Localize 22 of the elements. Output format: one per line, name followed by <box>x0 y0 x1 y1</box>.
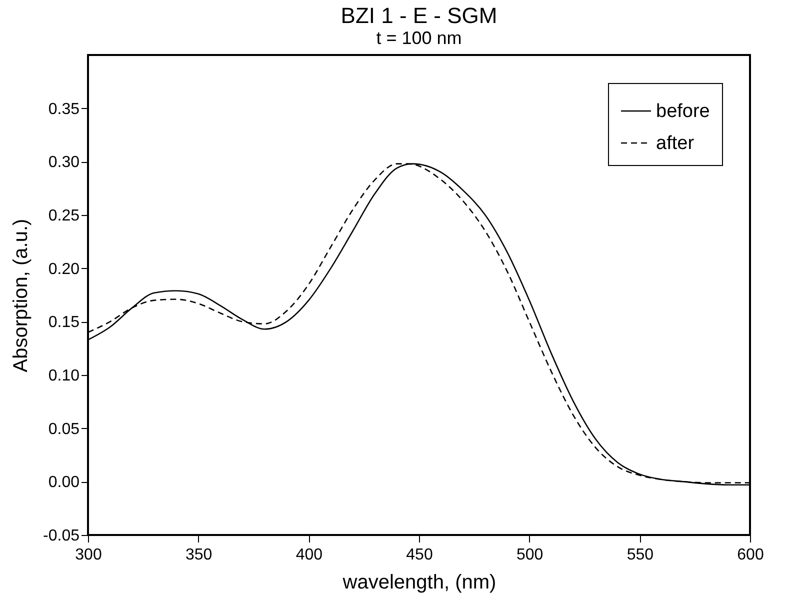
legend-label: after <box>656 133 695 154</box>
x-tick-label: 500 <box>516 546 544 564</box>
y-tick-label: 0.15 <box>48 314 80 332</box>
y-tick-label: 0.30 <box>48 154 80 172</box>
y-tick-label: 0.10 <box>48 368 80 384</box>
y-tick-label: 0.20 <box>48 260 80 278</box>
y-tick-label: 0.05 <box>48 420 80 438</box>
x-tick-label: 600 <box>737 546 764 564</box>
x-tick-label: 350 <box>185 546 212 564</box>
y-tick-label: 0.00 <box>48 474 80 492</box>
y-tick-label: 0.35 <box>48 100 80 118</box>
chart-title: BZI 1 - E - SGM <box>340 3 498 28</box>
y-axis-title: Absorption, (a.u.) <box>10 218 32 372</box>
x-tick-label: 400 <box>296 546 323 564</box>
x-tick-label: 450 <box>406 546 433 564</box>
x-axis-title: wavelength, (nm) <box>342 572 496 593</box>
y-tick-label: -0.05 <box>43 528 80 544</box>
y-tick-label: 0.25 <box>48 208 80 224</box>
legend-label: before <box>656 101 710 122</box>
x-tick-label: 550 <box>626 546 654 564</box>
x-tick-label: 300 <box>75 546 102 564</box>
chart-subtitle: t = 100 nm <box>376 28 462 48</box>
